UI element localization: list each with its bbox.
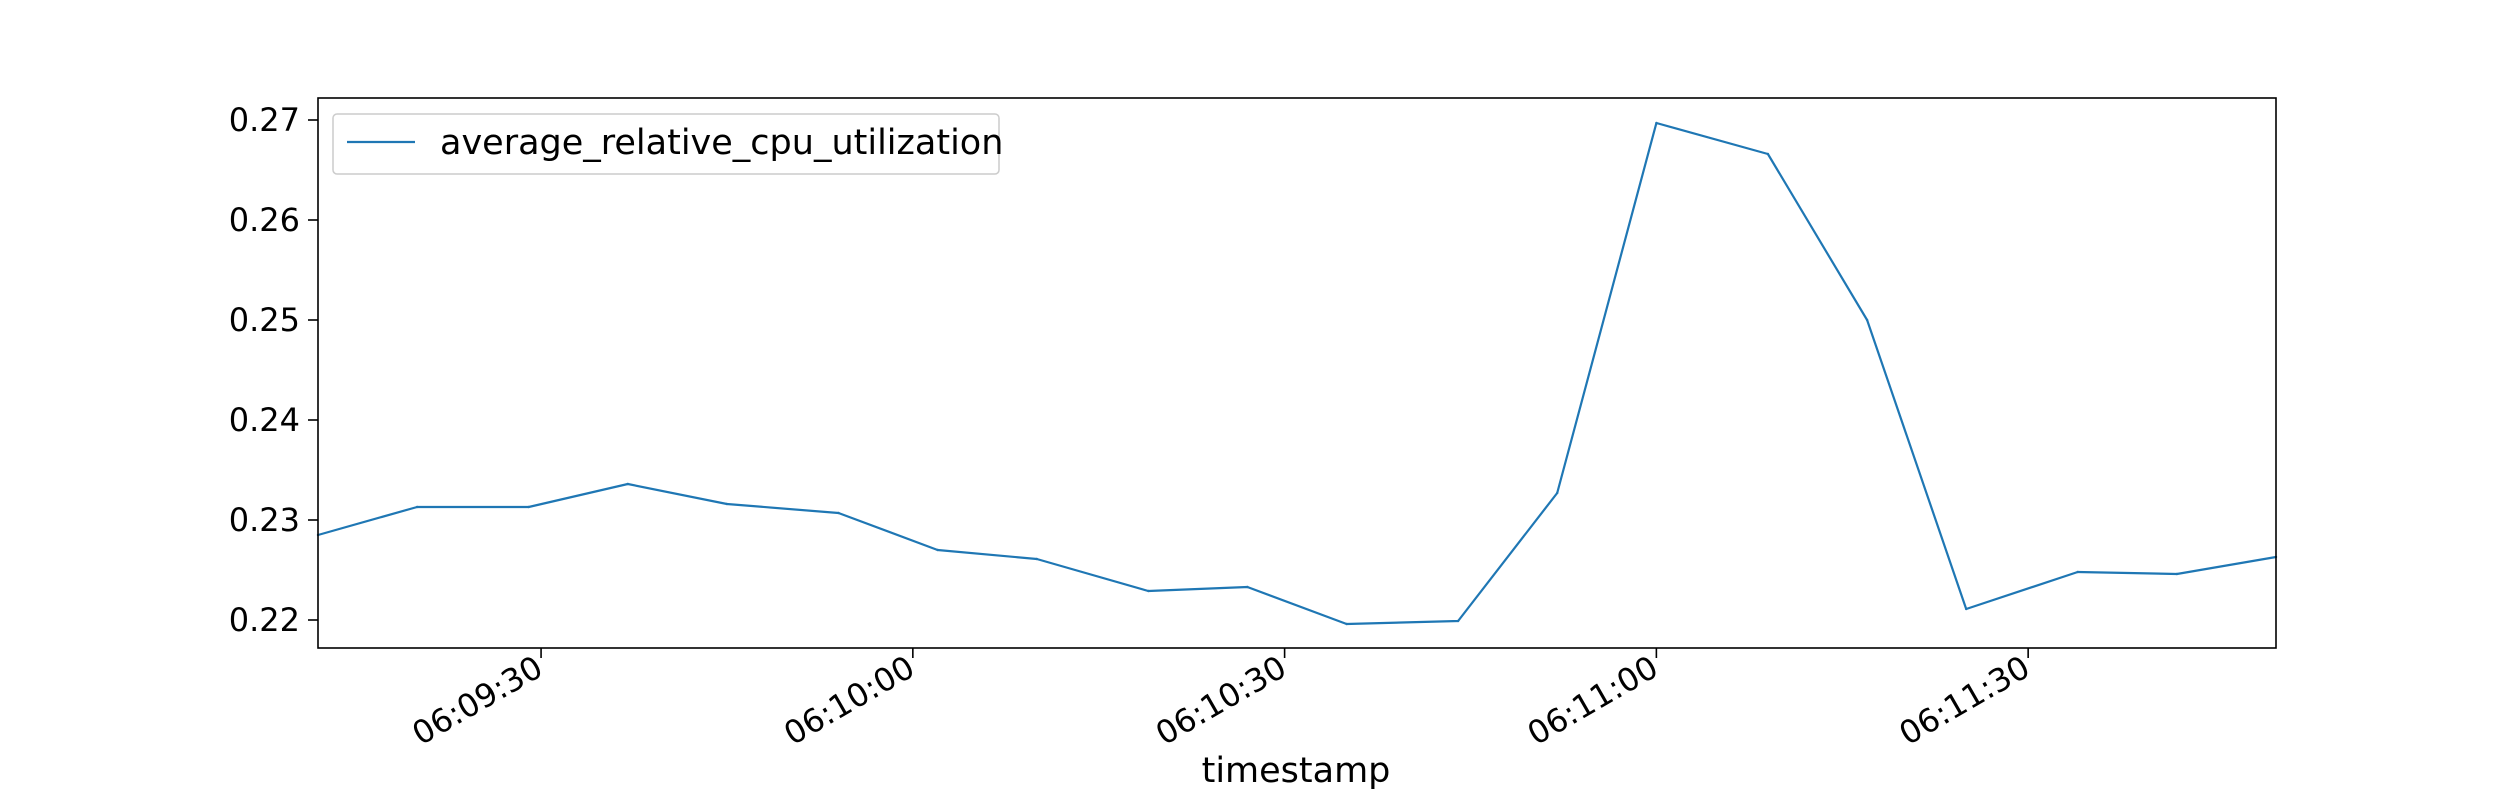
x-tick-label: 06:10:30 [1149,648,1292,753]
x-tick-label: 06:11:00 [1521,648,1664,753]
legend-box [332,113,1000,175]
plot-area [316,121,2278,626]
legend: average_relative_cpu_utilization [332,113,1003,175]
x-tick-label: 06:10:00 [777,648,920,753]
data-point [1655,121,1658,125]
data-point [1456,619,1460,623]
y-tick-label: 0.24 [229,401,300,439]
data-point [1246,585,1249,589]
plot-frame [317,97,2277,649]
data-point [415,505,419,509]
legend-label: average_relative_cpu_utilization [440,123,1003,163]
y-tick-label: 0.25 [229,301,300,339]
x-tick-label: 06:11:30 [1893,648,2036,753]
data-point [837,511,840,515]
data-point [1766,152,1770,156]
data-point [1865,318,1869,322]
data-point [527,505,530,509]
data-point [626,482,629,486]
x-axis: 06:09:30 06:10:00 06:10:30 06:11:00 06:11:30 [406,648,2036,753]
data-point [1035,557,1039,561]
y-tick-label: 0.23 [229,501,300,539]
x-tick-label: 06:09:30 [406,648,549,753]
data-point [1556,491,1559,495]
y-axis: 0.22 0.23 0.24 0.25 0.26 0.27 [229,101,318,639]
series-line [317,121,2277,626]
data-point [1345,622,1348,626]
data-point [2076,570,2079,574]
data-point [1147,589,1150,593]
data-point [936,548,939,552]
y-tick-label: 0.27 [229,101,300,139]
y-tick-label: 0.22 [229,601,300,639]
x-axis-label: timestamp [1202,751,1391,791]
data-point [725,502,729,506]
y-tick-label: 0.26 [229,201,300,239]
data-point [1965,607,1968,611]
data-point [2175,572,2179,576]
